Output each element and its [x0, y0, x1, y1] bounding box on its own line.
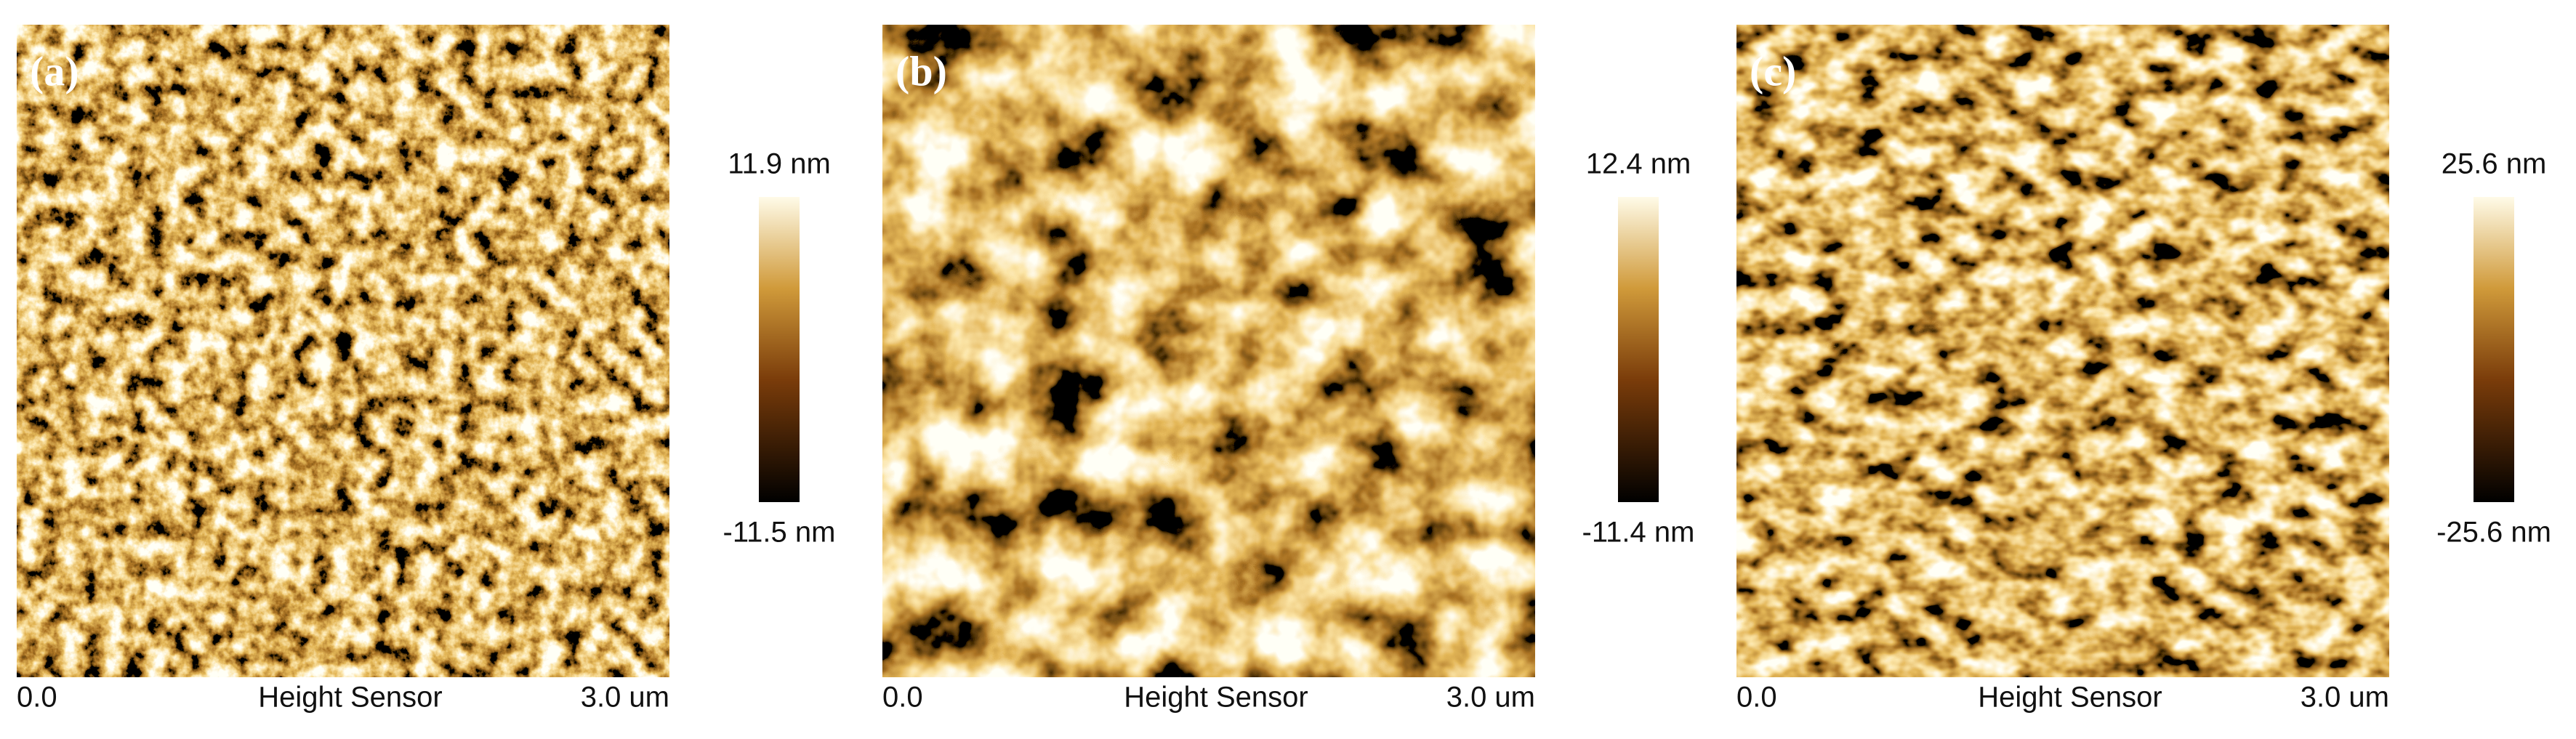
colorbar-max-label: 25.6 nm [2442, 148, 2547, 180]
afm-image [17, 25, 669, 677]
colorbar-max-label: 11.9 nm [728, 148, 831, 180]
x-start-label: 0.0 [1736, 682, 1777, 714]
colorbar-min-label: -11.5 nm [723, 517, 836, 549]
colorbar-min-label: -25.6 nm [2436, 517, 2551, 549]
x-end-label: 3.0 um [581, 682, 669, 714]
colorbar [759, 197, 800, 502]
x-start-label: 0.0 [882, 682, 923, 714]
x-end-label: 3.0 um [2301, 682, 2389, 714]
colorbar [1618, 197, 1659, 502]
x-axis-title: Height Sensor [258, 682, 442, 714]
panel-label: (a) [30, 47, 79, 94]
x-start-label: 0.0 [17, 682, 57, 714]
x-axis-title: Height Sensor [1124, 682, 1308, 714]
afm-image [1736, 25, 2389, 677]
x-end-label: 3.0 um [1446, 682, 1535, 714]
colorbar [2474, 197, 2514, 502]
colorbar-min-label: -11.4 nm [1582, 517, 1695, 549]
afm-image [882, 25, 1535, 677]
x-axis-title: Height Sensor [1978, 682, 2162, 714]
panel-label: (c) [1750, 47, 1796, 94]
panel-label: (b) [895, 47, 947, 94]
colorbar-max-label: 12.4 nm [1586, 148, 1691, 180]
